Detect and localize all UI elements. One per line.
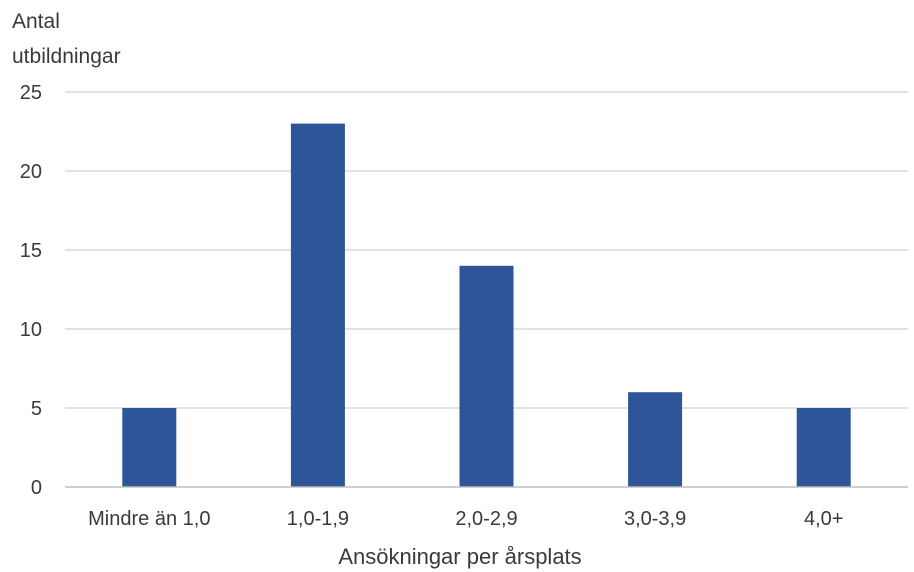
y-axis-title-line-1: Antal — [12, 10, 60, 33]
gridlines — [65, 91, 908, 409]
y-tick-label: 10 — [20, 319, 42, 341]
y-tick-label: 25 — [20, 82, 42, 104]
bar — [459, 265, 514, 487]
bar — [122, 408, 177, 487]
bar — [290, 123, 345, 487]
x-tick-label: Mindre än 1,0 — [88, 508, 210, 530]
x-tick-label: 2,0-2,9 — [455, 508, 517, 530]
x-tick-label: 3,0-3,9 — [624, 508, 686, 530]
y-tick-label: 15 — [20, 240, 42, 262]
bar — [796, 408, 851, 487]
y-tick-label: 20 — [20, 161, 42, 183]
y-axis-title-line-2: utbildningar — [12, 45, 121, 68]
x-tick-label: 4,0+ — [804, 508, 843, 530]
y-tick-labels: 0 5 10 15 20 25 — [20, 82, 42, 499]
x-axis-title: Ansökningar per årsplats — [338, 544, 581, 569]
bar — [628, 392, 683, 487]
x-tick-labels: Mindre än 1,0 1,0-1,9 2,0-2,9 3,0-3,9 4,0+ — [88, 508, 843, 530]
bars — [122, 123, 851, 487]
y-tick-label: 5 — [31, 398, 42, 420]
x-tick-label: 1,0-1,9 — [287, 508, 349, 530]
y-tick-label: 0 — [31, 477, 42, 499]
